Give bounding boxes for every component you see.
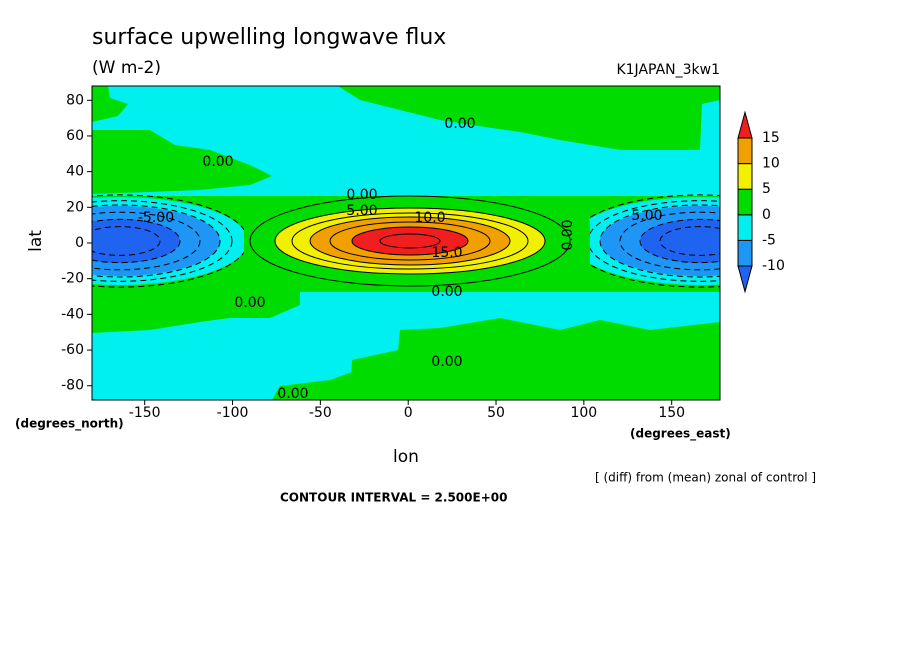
y-tick-label: -80 <box>61 378 84 394</box>
x-units: (degrees_east) <box>630 427 731 442</box>
fill-region <box>272 372 352 400</box>
x-axis-label: lon <box>393 447 419 467</box>
y-units: (degrees_north) <box>15 417 124 432</box>
colorbar-segment <box>737 163 753 190</box>
colorbar-label: 0 <box>762 207 771 223</box>
contour-line <box>599 204 720 278</box>
fill-region <box>92 86 128 122</box>
colorbar-label: 5 <box>762 181 771 197</box>
contour-line <box>619 211 720 271</box>
chart-title: surface upwelling longwave flux <box>92 25 446 50</box>
contour-label: 0.00 <box>202 154 233 170</box>
fill-region <box>338 86 720 150</box>
colorbar-label: -10 <box>762 258 785 274</box>
colorbar-label: 10 <box>762 156 780 172</box>
x-tick-label: -100 <box>217 405 249 421</box>
contour-line <box>92 226 161 256</box>
contour-label: 15.0 <box>431 245 462 261</box>
contour-line <box>92 200 233 282</box>
contour-label: 10.0 <box>414 210 445 226</box>
x-tick-label: 50 <box>487 405 505 421</box>
contour-line <box>329 221 491 261</box>
contour-line <box>639 218 720 264</box>
fill-region <box>92 219 180 263</box>
y-tick-label: 0 <box>75 235 84 251</box>
contour-line <box>351 226 469 256</box>
note: [ (diff) from (mean) zonal of control ] <box>595 471 816 485</box>
contour-label: 0.00 <box>277 386 308 402</box>
colorbar-segment <box>737 239 753 267</box>
contour-line <box>571 194 720 288</box>
contour-line <box>92 204 221 278</box>
colorbar-segment <box>737 137 753 165</box>
fill-region <box>92 130 272 194</box>
colorbar-segment <box>737 188 753 216</box>
y-tick-label: -60 <box>61 342 84 358</box>
contour-label: 0.00 <box>431 354 462 370</box>
field: 0.000.000.000.000.000.000.000.005.00 5.00… <box>92 86 720 402</box>
y-tick-label: 60 <box>66 128 84 144</box>
fill-region <box>352 227 468 255</box>
run-label: K1JAPAN_3kw1 <box>616 62 720 78</box>
footer: CONTOUR INTERVAL = 2.500E+00 <box>280 491 507 505</box>
contour-label: 5.00 <box>631 208 662 224</box>
contour-label: 0.00 <box>431 284 462 300</box>
y-axis-label: lat <box>26 230 46 252</box>
contour-label: 5.00 <box>346 203 377 219</box>
x-tick-label: -150 <box>129 405 161 421</box>
x-tick-label: 0 <box>404 405 413 421</box>
contour-label: 0.00 <box>560 219 576 250</box>
contour-label: 0.00 <box>444 116 475 132</box>
colorbar-label: -5 <box>762 232 776 248</box>
contour-line <box>291 212 529 270</box>
y-tick-label: 40 <box>66 164 84 180</box>
fill-region <box>350 318 720 400</box>
colorbar-segment <box>737 214 753 241</box>
contour-label: 0.00 <box>234 295 265 311</box>
fill-region <box>92 292 300 333</box>
contour-label: 0.00 <box>346 187 377 203</box>
y-tick-label: -40 <box>61 306 84 322</box>
contour-line <box>92 211 201 271</box>
subtitle: (W m-2) <box>92 58 161 78</box>
contour-line <box>379 233 441 249</box>
colorbar-label: 15 <box>762 130 780 146</box>
y-tick-label: -20 <box>61 271 84 287</box>
contour-line <box>92 218 181 264</box>
x-tick-label: 150 <box>658 405 685 421</box>
x-tick-label: 100 <box>570 405 597 421</box>
contour-label: -5.00 <box>138 210 174 226</box>
contour-line <box>249 195 571 287</box>
y-tick-label: 20 <box>66 199 84 215</box>
x-tick-label: -50 <box>309 405 332 421</box>
fill-region <box>640 219 720 263</box>
y-tick-label: 80 <box>66 92 84 108</box>
contour-line <box>309 216 511 266</box>
contour-line <box>659 226 720 256</box>
colorbar-segment <box>737 265 753 294</box>
contour-line <box>274 207 546 275</box>
